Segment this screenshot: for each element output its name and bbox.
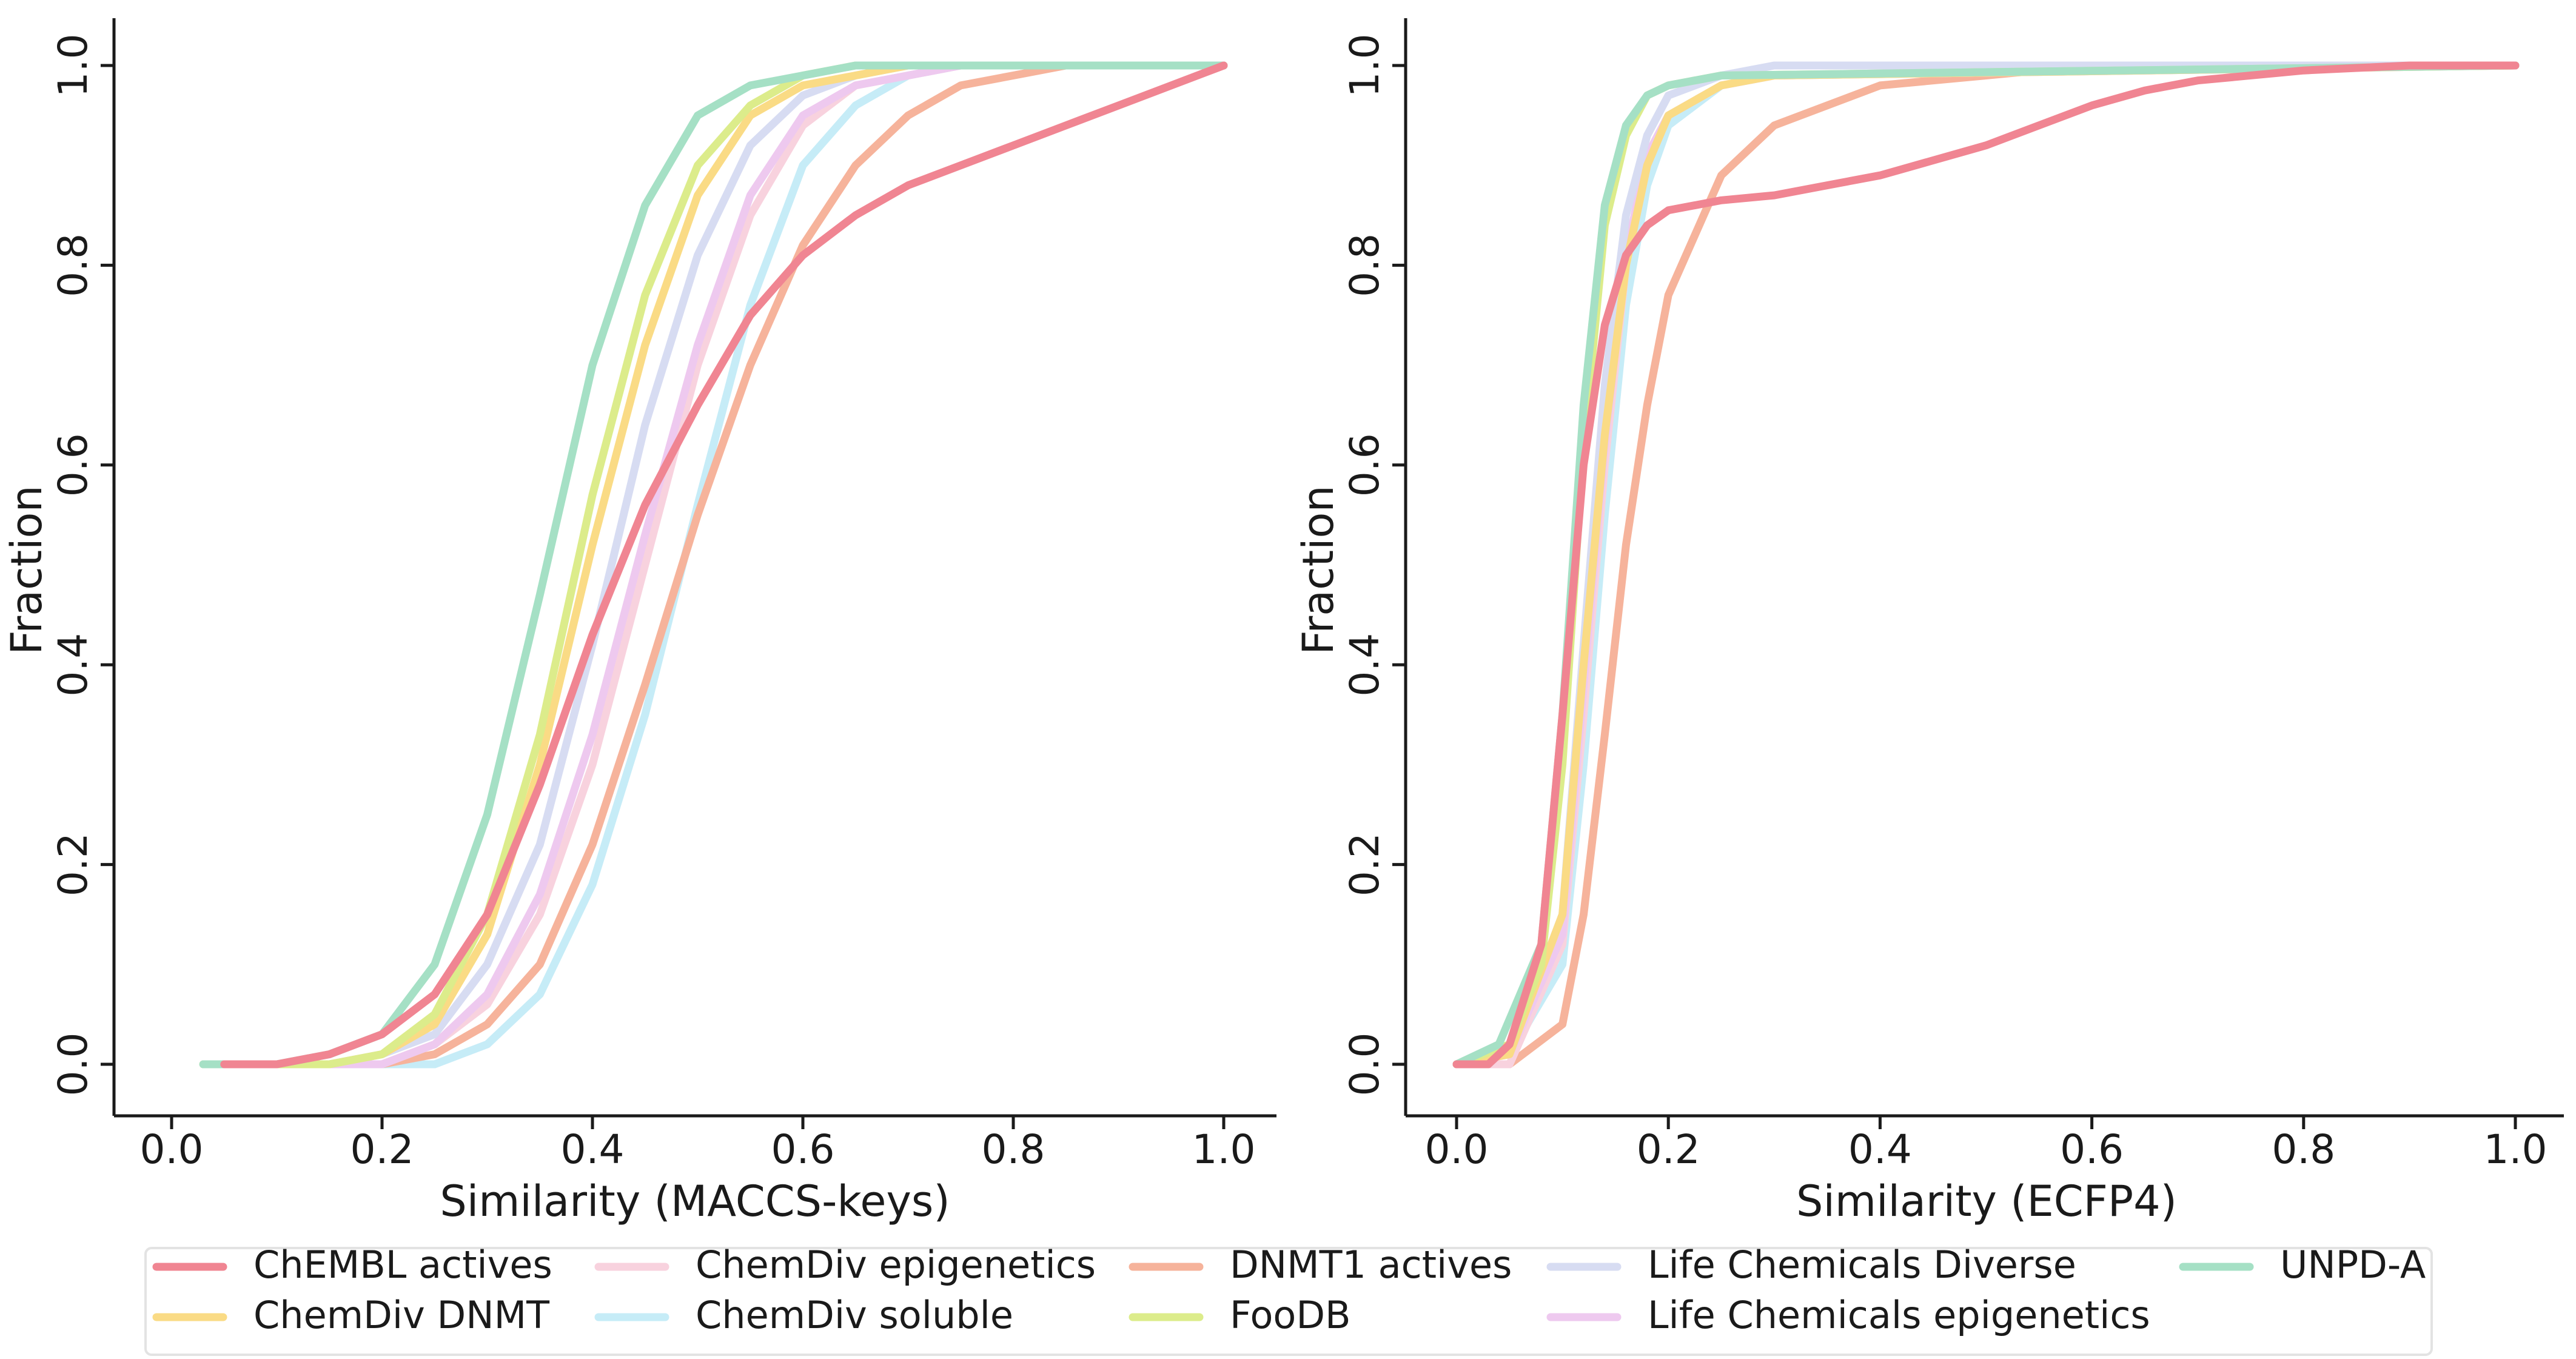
right-series-line-life-chemicals-diverse <box>1452 61 2520 1069</box>
right-series-line-foodb <box>1452 61 2520 1069</box>
right-series-line-chemdiv-soluble <box>1452 61 2520 1069</box>
right-x-tick-label: 1.0 <box>2484 1126 2547 1173</box>
left-x-ticks: 0.0 0.2 0.4 0.6 0.8 1.0 <box>140 1116 1256 1173</box>
chart-maccs: 0.0 0.2 0.4 0.6 0.8 1.0 0.0 0.2 0.4 0.6 0.8 1.0 Si… <box>2 18 1276 1226</box>
legend-label-life-chemicals-diverse: Life Chemicals Diverse <box>1648 1243 2076 1287</box>
left-series-line-chemdiv-dnmt <box>325 61 1228 1069</box>
left-y-tick-label: 0.2 <box>50 833 96 896</box>
right-y-tick-label: 0.6 <box>1341 433 1388 497</box>
legend-label-foodb: FooDB <box>1230 1293 1351 1337</box>
right-series-line-chemdiv-epigenetics <box>1452 61 2520 1069</box>
left-x-tick-label: 0.0 <box>140 1126 204 1173</box>
right-x-tick-label: 0.8 <box>2272 1126 2335 1173</box>
right-x-tick-label: 0.2 <box>1637 1126 1700 1173</box>
right-series-line-life-chemicals-epigenetics <box>1452 61 2520 1069</box>
legend-label-chemdiv-soluble: ChemDiv soluble <box>696 1293 1013 1337</box>
legend-label-chemdiv-epigenetics: ChemDiv epigenetics <box>696 1243 1096 1287</box>
right-y-tick-label: 0.4 <box>1341 633 1388 697</box>
left-x-tick-label: 0.2 <box>351 1126 414 1173</box>
left-x-axis-title: Similarity (MACCS-keys) <box>440 1176 950 1226</box>
right-series-line-chembl-actives <box>1452 61 2520 1069</box>
legend-label-chembl-actives: ChEMBL actives <box>253 1243 552 1287</box>
left-series-line-chemdiv-soluble <box>325 61 1228 1069</box>
right-x-tick-label: 0.6 <box>2060 1126 2124 1173</box>
right-series-line-unpd-a <box>1452 61 2520 1069</box>
left-series-layer <box>199 61 1228 1069</box>
right-y-tick-label: 1.0 <box>1341 34 1388 98</box>
legend: ChEMBL actives ChemDiv DNMT ChemDiv epigen… <box>144 1243 2433 1356</box>
legend-label-chemdiv-dnmt: ChemDiv DNMT <box>253 1293 550 1337</box>
right-y-tick-label: 0.8 <box>1341 233 1388 297</box>
right-series-layer <box>1452 61 2520 1069</box>
left-x-tick-label: 1.0 <box>1192 1126 1256 1173</box>
left-series-line-chemdiv-epigenetics <box>325 61 1228 1069</box>
chart-ecfp4: 0.0 0.2 0.4 0.6 0.8 1.0 0.0 0.2 0.4 0.6 0.8 1.0 Si… <box>1293 18 2564 1226</box>
left-x-tick-label: 0.8 <box>982 1126 1045 1173</box>
legend-label-unpd-a: UNPD-A <box>2280 1243 2426 1287</box>
left-x-tick-label: 0.4 <box>561 1126 625 1173</box>
left-y-ticks: 0.0 0.2 0.4 0.6 0.8 1.0 <box>50 34 114 1096</box>
left-series-line-dnmt1-actives <box>325 61 1228 1069</box>
right-x-tick-label: 0.0 <box>1425 1126 1489 1173</box>
legend-label-life-chemicals-epigenetics: Life Chemicals epigenetics <box>1648 1293 2150 1337</box>
right-x-ticks: 0.0 0.2 0.4 0.6 0.8 1.0 <box>1425 1116 2547 1173</box>
left-y-tick-label: 0.6 <box>50 433 96 497</box>
right-y-ticks: 0.0 0.2 0.4 0.6 0.8 1.0 <box>1341 34 1406 1096</box>
left-x-tick-label: 0.6 <box>771 1126 835 1173</box>
right-y-tick-label: 0.0 <box>1341 1033 1388 1096</box>
legend-frame <box>144 1247 2433 1356</box>
right-series-line-dnmt1-actives <box>1452 61 2520 1069</box>
left-series-line-life-chemicals-epigenetics <box>325 61 1228 1069</box>
right-y-axis-title: Fraction <box>1293 485 1343 654</box>
left-y-tick-label: 0.8 <box>50 233 96 297</box>
left-series-line-life-chemicals-diverse <box>325 61 1228 1069</box>
legend-label-dnmt1-actives: DNMT1 actives <box>1230 1243 1512 1287</box>
legend-items: ChEMBL actives ChemDiv DNMT ChemDiv epigen… <box>152 1243 2426 1337</box>
left-series-line-chembl-actives <box>220 61 1228 1069</box>
right-y-tick-label: 0.2 <box>1341 833 1388 896</box>
right-x-axis-title: Similarity (ECFP4) <box>1796 1176 2177 1226</box>
left-y-tick-label: 1.0 <box>50 34 96 98</box>
left-y-tick-label: 0.0 <box>50 1033 96 1096</box>
right-series-line-chemdiv-dnmt <box>1452 61 2520 1069</box>
left-y-axis-title: Fraction <box>2 485 52 654</box>
right-x-tick-label: 0.4 <box>1848 1126 1912 1173</box>
left-y-tick-label: 0.4 <box>50 633 96 697</box>
